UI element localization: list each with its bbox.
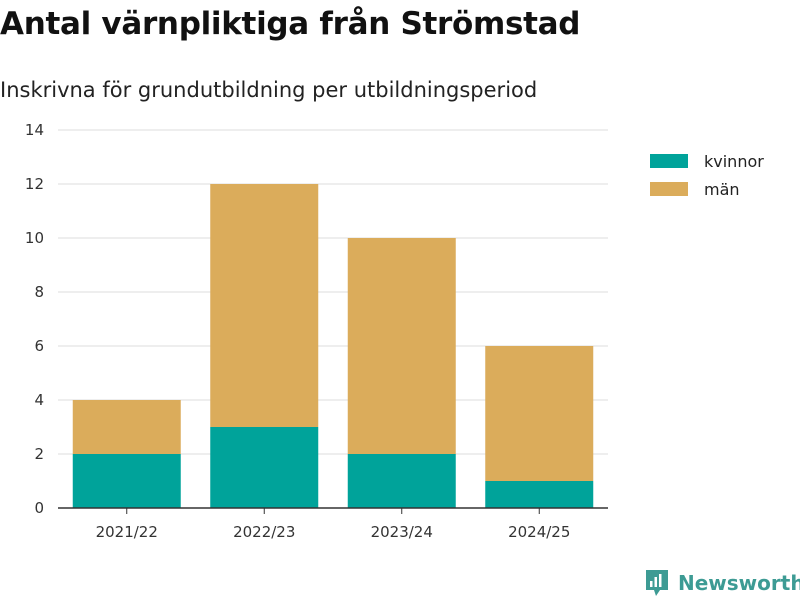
bars [72, 184, 594, 508]
legend-label-kvinnor: kvinnor [704, 151, 764, 171]
legend-item-man[interactable]: män [650, 175, 764, 203]
y-tick-label: 10 [25, 229, 44, 247]
bar-kvinnor[interactable] [210, 427, 319, 508]
x-tick-label: 2024/25 [508, 523, 570, 541]
x-tick-label: 2022/23 [233, 523, 295, 541]
legend-swatch-man [650, 182, 688, 196]
chart-title: Antal värnpliktiga från Strömstad [0, 6, 581, 42]
chart-subtitle: Inskrivna för grundutbildning per utbild… [0, 78, 538, 102]
brand-logo[interactable]: Newsworthy [644, 568, 800, 598]
legend-label-man: män [704, 179, 740, 199]
bar-man[interactable] [347, 238, 456, 454]
bar-kvinnor[interactable] [72, 454, 181, 508]
bar-man[interactable] [485, 346, 594, 481]
bar-man[interactable] [72, 400, 181, 454]
y-tick-label: 14 [25, 121, 44, 139]
x-tick-label: 2021/22 [96, 523, 158, 541]
y-tick-label: 12 [25, 175, 44, 193]
y-tick-label: 8 [34, 283, 44, 301]
legend: kvinnor män [650, 147, 764, 203]
y-tick-label: 0 [34, 499, 44, 517]
y-tick-label: 6 [34, 337, 44, 355]
y-tick-label: 4 [34, 391, 44, 409]
bar-kvinnor[interactable] [485, 481, 594, 508]
brand-name: Newsworthy [678, 571, 800, 595]
legend-item-kvinnor[interactable]: kvinnor [650, 147, 764, 175]
y-tick-label: 2 [34, 445, 44, 463]
newsworthy-logo-icon [646, 570, 668, 596]
bar-man[interactable] [210, 184, 319, 427]
axes: 0 2 4 6 8 10 12 14 2021/22 2022/23 2023/24 2024/25 [25, 121, 608, 541]
legend-swatch-kvinnor [650, 154, 688, 168]
x-tick-label: 2023/24 [371, 523, 433, 541]
bar-kvinnor[interactable] [347, 454, 456, 508]
